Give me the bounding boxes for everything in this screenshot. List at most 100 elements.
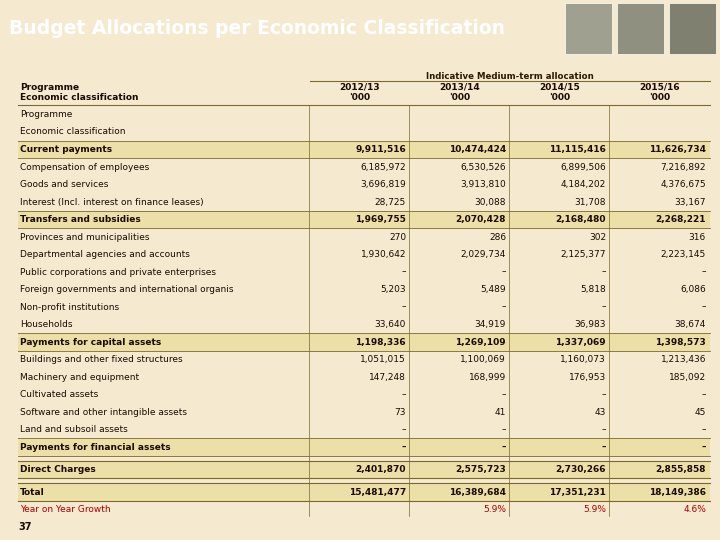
Text: –: –: [402, 425, 406, 434]
Text: –: –: [502, 390, 506, 399]
Text: 1,213,436: 1,213,436: [660, 355, 706, 364]
Text: 11,626,734: 11,626,734: [649, 145, 706, 154]
Text: 6,530,526: 6,530,526: [460, 163, 506, 172]
Text: Direct Charges: Direct Charges: [20, 465, 96, 474]
Bar: [18, 438, 710, 456]
Text: Budget Allocations per Economic Classification: Budget Allocations per Economic Classifi…: [9, 19, 505, 38]
Text: '000: '000: [649, 93, 670, 102]
Text: Current payments: Current payments: [20, 145, 112, 154]
Text: 41: 41: [495, 408, 506, 417]
Text: 1,198,336: 1,198,336: [356, 338, 406, 347]
Text: Foreign governments and international organis: Foreign governments and international or…: [20, 285, 233, 294]
Text: 3,913,810: 3,913,810: [460, 180, 506, 189]
Text: 43: 43: [595, 408, 606, 417]
Bar: [18, 211, 710, 228]
Text: 4,184,202: 4,184,202: [561, 180, 606, 189]
Text: 1,051,015: 1,051,015: [360, 355, 406, 364]
Text: 1,160,073: 1,160,073: [560, 355, 606, 364]
Text: Machinery and equipment: Machinery and equipment: [20, 373, 139, 382]
Text: Payments for capital assets: Payments for capital assets: [20, 338, 161, 347]
Text: 2014/15: 2014/15: [539, 83, 580, 92]
Text: Goods and services: Goods and services: [20, 180, 109, 189]
Text: Public corporations and private enterprises: Public corporations and private enterpri…: [20, 268, 216, 276]
Text: –: –: [701, 390, 706, 399]
Text: –: –: [402, 443, 406, 451]
Text: 1,269,109: 1,269,109: [455, 338, 506, 347]
Text: Programme: Programme: [20, 83, 79, 92]
Text: 1,969,755: 1,969,755: [355, 215, 406, 224]
Bar: [565, 3, 612, 54]
Text: Buildings and other fixed structures: Buildings and other fixed structures: [20, 355, 183, 364]
Bar: [669, 3, 716, 54]
Text: 17,351,231: 17,351,231: [549, 488, 606, 497]
Text: 33,640: 33,640: [374, 320, 406, 329]
Text: –: –: [402, 390, 406, 399]
Text: 37: 37: [18, 522, 32, 532]
Text: 1,398,573: 1,398,573: [655, 338, 706, 347]
Text: 4.6%: 4.6%: [683, 505, 706, 514]
Bar: [18, 333, 710, 351]
Bar: [18, 461, 710, 478]
Text: 30,088: 30,088: [474, 198, 506, 206]
Text: –: –: [701, 425, 706, 434]
Text: –: –: [701, 302, 706, 312]
Text: 2,029,734: 2,029,734: [461, 250, 506, 259]
Text: Provinces and municipalities: Provinces and municipalities: [20, 233, 150, 241]
Text: 2,125,377: 2,125,377: [560, 250, 606, 259]
Text: 10,474,424: 10,474,424: [449, 145, 506, 154]
Text: 5.9%: 5.9%: [583, 505, 606, 514]
Text: Programme: Programme: [20, 110, 73, 119]
Text: Software and other intangible assets: Software and other intangible assets: [20, 408, 187, 417]
Text: 5,818: 5,818: [580, 285, 606, 294]
Text: Economic classification: Economic classification: [20, 127, 125, 137]
Text: 2,401,870: 2,401,870: [356, 465, 406, 474]
Text: –: –: [601, 268, 606, 276]
Text: –: –: [502, 443, 506, 451]
Text: 33,167: 33,167: [675, 198, 706, 206]
Text: Compensation of employees: Compensation of employees: [20, 163, 149, 172]
Text: 34,919: 34,919: [474, 320, 506, 329]
Text: 1,337,069: 1,337,069: [555, 338, 606, 347]
Text: 2,168,480: 2,168,480: [556, 215, 606, 224]
Text: Economic classification: Economic classification: [20, 93, 138, 102]
Text: –: –: [402, 302, 406, 312]
Text: 16,389,684: 16,389,684: [449, 488, 506, 497]
Text: 15,481,477: 15,481,477: [348, 488, 406, 497]
Text: 6,899,506: 6,899,506: [560, 163, 606, 172]
Text: 176,953: 176,953: [569, 373, 606, 382]
Text: 9,911,516: 9,911,516: [355, 145, 406, 154]
Text: 286: 286: [489, 233, 506, 241]
Text: –: –: [701, 268, 706, 276]
Text: Cultivated assets: Cultivated assets: [20, 390, 98, 399]
Text: –: –: [502, 302, 506, 312]
Text: 6,185,972: 6,185,972: [361, 163, 406, 172]
Text: 5,489: 5,489: [480, 285, 506, 294]
Text: '000: '000: [349, 93, 371, 102]
Text: 7,216,892: 7,216,892: [660, 163, 706, 172]
Text: Non-profit institutions: Non-profit institutions: [20, 302, 119, 312]
Text: '000: '000: [549, 93, 570, 102]
Text: 2015/16: 2015/16: [639, 83, 680, 92]
Text: 2,268,221: 2,268,221: [655, 215, 706, 224]
Text: 147,248: 147,248: [369, 373, 406, 382]
Text: Total: Total: [20, 488, 45, 497]
Text: 1,930,642: 1,930,642: [361, 250, 406, 259]
Text: –: –: [502, 268, 506, 276]
Text: 302: 302: [589, 233, 606, 241]
Text: Land and subsoil assets: Land and subsoil assets: [20, 425, 127, 434]
Text: Departmental agencies and accounts: Departmental agencies and accounts: [20, 250, 190, 259]
Text: –: –: [601, 302, 606, 312]
Text: 2,070,428: 2,070,428: [456, 215, 506, 224]
Text: 3,696,819: 3,696,819: [360, 180, 406, 189]
Text: 45: 45: [695, 408, 706, 417]
Text: 73: 73: [395, 408, 406, 417]
Text: 185,092: 185,092: [669, 373, 706, 382]
Bar: [18, 483, 710, 501]
Text: 2,730,266: 2,730,266: [556, 465, 606, 474]
Text: 2,223,145: 2,223,145: [661, 250, 706, 259]
Text: –: –: [402, 268, 406, 276]
Text: Year on Year Growth: Year on Year Growth: [20, 505, 111, 514]
Text: Households: Households: [20, 320, 73, 329]
Text: 2012/13: 2012/13: [340, 83, 380, 92]
Text: 270: 270: [389, 233, 406, 241]
